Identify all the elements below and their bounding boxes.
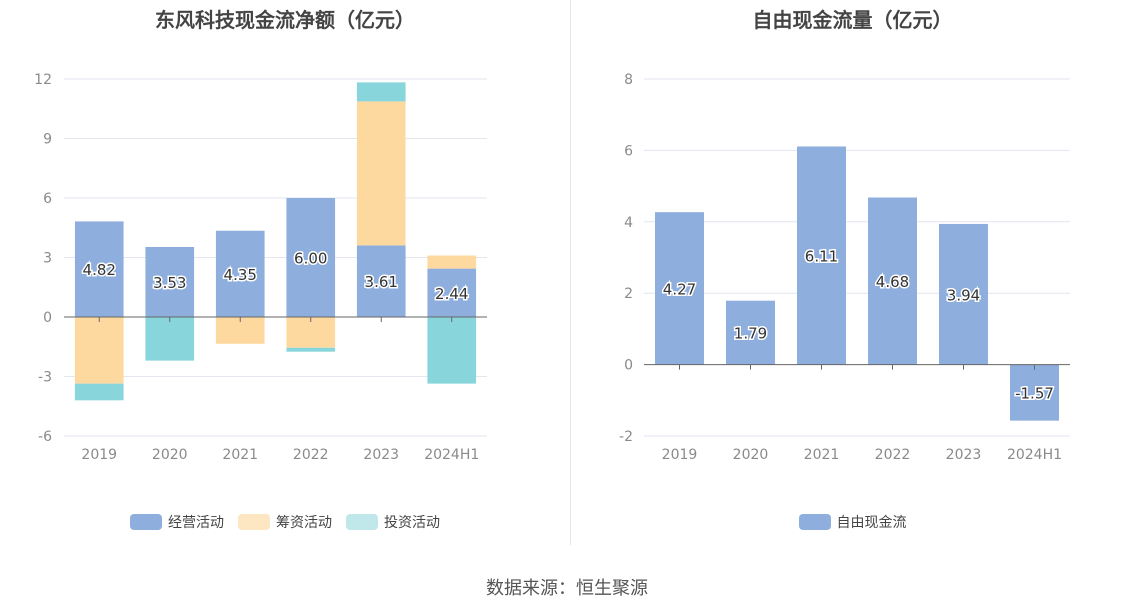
chart-legend: 自由现金流 <box>571 512 1134 532</box>
bar <box>427 317 477 384</box>
data-label: 1.79 <box>734 325 767 343</box>
legend-swatch <box>130 514 162 530</box>
chart-title: 东风科技现金流净额（亿元） <box>155 8 415 32</box>
legend-item[interactable]: 筹资活动 <box>238 512 332 532</box>
bar <box>286 198 336 317</box>
legend-item[interactable]: 经营活动 <box>130 512 224 532</box>
y-tick-label: 0 <box>43 310 52 326</box>
legend-swatch <box>346 514 378 530</box>
x-tick-label: 2021 <box>222 447 258 463</box>
y-tick-label: 6 <box>43 191 52 207</box>
data-label: 3.53 <box>153 274 186 292</box>
bar <box>939 223 988 365</box>
legend-swatch <box>798 514 831 530</box>
bar <box>726 300 775 365</box>
bar <box>286 317 336 348</box>
chart-title: 自由现金流量（亿元） <box>752 8 953 32</box>
y-tick-label: 2 <box>624 286 633 302</box>
bar <box>356 82 406 102</box>
y-tick-label: -2 <box>619 429 633 445</box>
x-tick-label: 2019 <box>81 447 117 463</box>
y-tick-label: 3 <box>43 251 52 267</box>
bar <box>1010 364 1059 421</box>
bar <box>145 246 195 317</box>
data-label: 3.61 <box>365 273 398 291</box>
data-label: 6.00 <box>294 250 327 268</box>
bar <box>427 255 477 269</box>
x-tick-label: 2020 <box>733 447 769 463</box>
bar <box>427 268 477 317</box>
x-tick-label: 2021 <box>804 447 840 463</box>
x-tick-label: 2022 <box>293 447 329 463</box>
y-tick-label: -3 <box>38 370 52 386</box>
bar <box>74 221 124 317</box>
x-tick-label: 2019 <box>662 447 698 463</box>
legend-label: 筹资活动 <box>276 515 332 531</box>
y-tick-label: 4 <box>624 215 633 231</box>
data-source: 数据来源：恒生聚源 <box>486 578 648 599</box>
bar <box>286 347 336 352</box>
y-tick-label: 8 <box>624 72 633 88</box>
x-tick-label: 2020 <box>152 447 188 463</box>
panel-divider <box>570 0 571 545</box>
bar <box>145 317 195 361</box>
bar <box>74 317 124 384</box>
data-label: 4.27 <box>663 280 696 298</box>
legend-label: 投资活动 <box>384 515 440 531</box>
x-tick-label: 2023 <box>363 447 399 463</box>
x-tick-label: 2023 <box>946 447 982 463</box>
chart-legend: 经营活动 筹资活动 投资活动 <box>0 512 570 532</box>
y-tick-label: 6 <box>624 143 633 159</box>
free-cash-flow-chart: -2 0 2 4 6 8 2019 2020 2021 2022 2023 2024H1 4.27 1.7… <box>619 72 1070 463</box>
data-label: 4.68 <box>876 273 909 291</box>
y-tick-label: 12 <box>34 72 52 88</box>
data-label: -1.57 <box>1015 385 1054 403</box>
data-label: 6.11 <box>805 248 838 266</box>
bar <box>797 146 846 365</box>
legend-item[interactable]: 投资活动 <box>346 512 440 532</box>
net-cash-flow-panel: 东风科技现金流净额（亿元） -6 -3 0 3 6 9 12 2019 2020 2021 2022… <box>0 0 570 545</box>
legend-swatch <box>238 514 270 530</box>
bar <box>356 245 406 317</box>
bar <box>356 101 406 246</box>
y-tick-label: 0 <box>624 358 633 374</box>
y-tick-label: 9 <box>43 132 52 148</box>
x-tick-label: 2024H1 <box>424 447 479 463</box>
bar <box>215 230 265 317</box>
data-label: 2.44 <box>435 285 468 303</box>
legend-label: 经营活动 <box>168 515 224 531</box>
legend-label: 自由现金流 <box>836 515 907 531</box>
x-tick-label: 2024H1 <box>1007 447 1062 463</box>
data-label: 3.94 <box>947 286 980 304</box>
y-tick-label: -6 <box>38 429 52 445</box>
free-cash-flow-panel: 自由现金流量（亿元） -2 0 2 4 6 8 2019 2020 2021 2022 2023 20… <box>571 0 1134 545</box>
data-label: 4.35 <box>224 266 257 284</box>
x-tick-label: 2022 <box>875 447 911 463</box>
net-cash-flow-chart: -6 -3 0 3 6 9 12 2019 2020 2021 2022 2023 2024H1 4.82… <box>34 72 487 463</box>
bar <box>655 212 704 365</box>
data-label: 4.82 <box>83 261 116 279</box>
legend-item[interactable]: 自由现金流 <box>798 512 907 532</box>
bar <box>74 383 124 401</box>
bar <box>868 197 917 365</box>
